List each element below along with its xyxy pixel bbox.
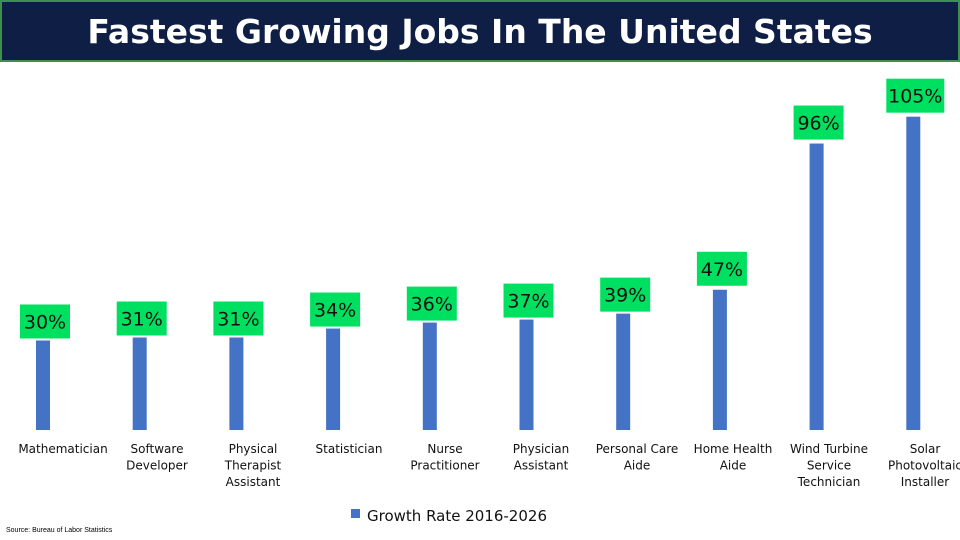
category-label: Wind Turbine bbox=[790, 442, 868, 456]
category-label: Physician bbox=[513, 442, 569, 456]
data-label: 39% bbox=[604, 285, 646, 307]
category-label: Aide bbox=[720, 459, 747, 473]
legend-swatch bbox=[351, 509, 360, 518]
category-label: Technician bbox=[797, 475, 861, 489]
category-label: Service bbox=[807, 459, 851, 473]
bar bbox=[132, 337, 147, 430]
category-label: Physical bbox=[229, 442, 278, 456]
bar bbox=[519, 319, 534, 430]
data-label-box bbox=[116, 301, 167, 336]
category-label: Photovoltaic bbox=[888, 459, 960, 473]
data-label-box bbox=[886, 78, 945, 113]
bar bbox=[906, 116, 921, 431]
bar bbox=[326, 328, 341, 430]
category-label: Personal Care bbox=[596, 442, 679, 456]
bar-chart: 30% Mathematician 31% Software Developer 31% P… bbox=[18, 78, 960, 525]
data-label: 30% bbox=[24, 311, 66, 333]
data-label: 37% bbox=[507, 291, 549, 313]
category-label: Assistant bbox=[514, 459, 569, 473]
source-note: Source: Bureau of Labor Statistics bbox=[6, 527, 113, 534]
category-label: Assistant bbox=[226, 475, 281, 489]
data-label-box bbox=[213, 301, 264, 336]
category-label: Aide bbox=[624, 459, 651, 473]
category-label: Statistician bbox=[316, 442, 383, 456]
page-title: Fastest Growing Jobs In The United State… bbox=[87, 11, 873, 51]
data-label-box bbox=[696, 251, 747, 286]
data-label: 105% bbox=[888, 86, 942, 108]
data-label: 31% bbox=[217, 308, 259, 330]
data-label-box bbox=[503, 283, 554, 318]
data-label: 34% bbox=[314, 300, 356, 322]
bar bbox=[616, 313, 631, 430]
category-label: Practitioner bbox=[410, 459, 479, 473]
legend-label: Growth Rate 2016-2026 bbox=[367, 507, 547, 525]
bar bbox=[36, 340, 50, 430]
data-label-box bbox=[310, 292, 361, 327]
title-bar: Fastest Growing Jobs In The United State… bbox=[0, 0, 960, 62]
bar bbox=[712, 289, 727, 430]
bar bbox=[229, 337, 244, 430]
data-label: 31% bbox=[121, 308, 163, 330]
category-label: Developer bbox=[126, 459, 188, 473]
data-label-box bbox=[793, 105, 844, 140]
data-label: 36% bbox=[411, 294, 453, 316]
bar bbox=[422, 322, 437, 430]
category-label: Therapist bbox=[224, 459, 282, 473]
data-label: 96% bbox=[797, 113, 839, 135]
bar bbox=[809, 143, 824, 430]
data-label-box bbox=[20, 304, 70, 339]
category-label: Mathematician bbox=[18, 442, 107, 456]
category-label: Installer bbox=[901, 475, 950, 489]
category-label: Nurse bbox=[427, 442, 462, 456]
category-label: Home Health bbox=[694, 442, 773, 456]
category-label: Software bbox=[131, 442, 184, 456]
data-label-box bbox=[600, 277, 651, 312]
data-label: 47% bbox=[701, 259, 743, 281]
category-label: Solar bbox=[910, 442, 941, 456]
data-label-box bbox=[406, 286, 457, 321]
